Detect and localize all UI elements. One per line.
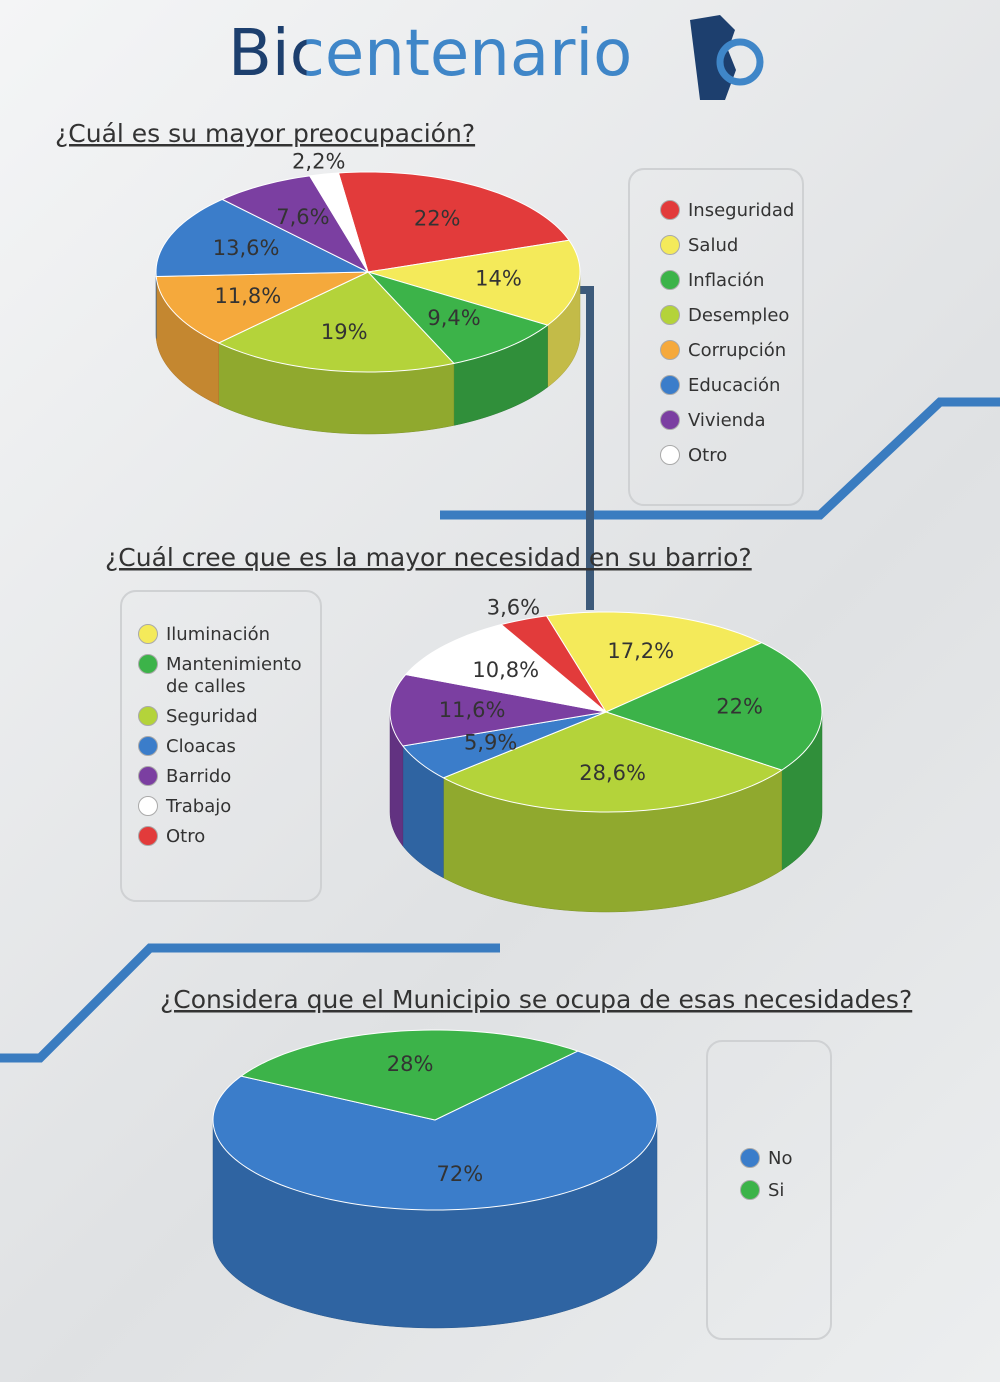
deco-line bbox=[440, 397, 1000, 520]
legend-entry: Trabajo bbox=[138, 796, 320, 818]
pie-slice bbox=[442, 711, 783, 813]
legend-entry: Educación bbox=[660, 375, 802, 397]
legend-entry: Vivienda bbox=[660, 410, 802, 432]
data-label: 19% bbox=[321, 320, 368, 344]
legend-label: Otro bbox=[166, 826, 206, 847]
data-label: 22% bbox=[414, 206, 461, 230]
legend-entry: Corrupción bbox=[660, 340, 802, 362]
legend-swatch bbox=[660, 270, 680, 290]
pie-slice bbox=[500, 615, 607, 713]
pie-slice bbox=[308, 172, 369, 273]
data-label: 28,6% bbox=[579, 761, 646, 785]
legend-entry: Inflación bbox=[660, 270, 802, 292]
legend-entry: Cloacas bbox=[138, 736, 320, 758]
legend: Inseguridad Salud Inflación Desempleo Corrup… bbox=[628, 168, 804, 506]
legend-swatch bbox=[660, 200, 680, 220]
legend-entry: Inseguridad bbox=[660, 200, 802, 222]
pie-slice bbox=[155, 271, 369, 344]
legend-label: Mantenimiento de calles bbox=[166, 654, 302, 697]
connector bbox=[580, 286, 594, 610]
legend: Iluminación Mantenimiento de calles Seguri… bbox=[120, 590, 322, 902]
legend-label: Otro bbox=[688, 445, 728, 466]
legend-entry: Desempleo bbox=[660, 305, 802, 327]
pie-slice bbox=[337, 171, 570, 273]
pie-slice bbox=[545, 611, 763, 713]
pie-slice bbox=[221, 175, 370, 274]
legend-entry: Barrido bbox=[138, 766, 320, 788]
legend-label: Inseguridad bbox=[688, 200, 795, 221]
data-label: 3,6% bbox=[487, 596, 540, 620]
legend-label: Corrupción bbox=[688, 340, 787, 361]
chart-title: ¿Considera que el Municipio se ocupa de … bbox=[160, 985, 912, 1014]
legend-swatch bbox=[740, 1180, 760, 1200]
pie-slice bbox=[389, 673, 607, 747]
legend-label: Iluminación bbox=[166, 624, 271, 645]
pie-slice bbox=[239, 1029, 580, 1121]
legend-swatch bbox=[660, 305, 680, 325]
legend-swatch bbox=[138, 766, 158, 786]
legend-swatch bbox=[660, 410, 680, 430]
legend-label: Inflación bbox=[688, 270, 765, 291]
data-label: 28% bbox=[387, 1052, 434, 1076]
legend-label: Barrido bbox=[166, 766, 232, 787]
data-label: 2,2% bbox=[292, 149, 345, 173]
data-label: 7,6% bbox=[276, 205, 329, 229]
legend-label: Desempleo bbox=[688, 305, 790, 326]
chart-title: ¿Cuál es su mayor preocupación? bbox=[55, 119, 475, 148]
legend-label: Vivienda bbox=[688, 410, 766, 431]
legend-swatch bbox=[660, 235, 680, 255]
data-label: 17,2% bbox=[607, 639, 674, 663]
legend-swatch bbox=[138, 736, 158, 756]
legend-entry: Seguridad bbox=[138, 706, 320, 728]
legend: No Si bbox=[706, 1040, 832, 1340]
deco-line bbox=[0, 943, 500, 1063]
data-label: 14% bbox=[475, 266, 522, 290]
legend-entry: Iluminación bbox=[138, 624, 320, 646]
legend-swatch bbox=[138, 796, 158, 816]
legend-swatch bbox=[660, 340, 680, 360]
logo bbox=[690, 15, 764, 100]
legend-label: Salud bbox=[688, 235, 739, 256]
pie-slice bbox=[404, 623, 608, 713]
legend-entry: Salud bbox=[660, 235, 802, 257]
legend-entry: Si bbox=[740, 1180, 830, 1202]
legend-swatch bbox=[138, 624, 158, 644]
legend-label: Si bbox=[768, 1180, 785, 1201]
legend-swatch bbox=[138, 706, 158, 726]
pie-slice bbox=[604, 642, 823, 771]
legend-swatch bbox=[660, 375, 680, 395]
page-title: Bicentenario bbox=[228, 17, 632, 91]
legend-entry: Mantenimiento de calles bbox=[138, 654, 320, 698]
pie-slice bbox=[212, 1050, 658, 1211]
legend-swatch bbox=[138, 654, 158, 674]
legend-entry: Otro bbox=[138, 826, 320, 848]
legend-label: Trabajo bbox=[166, 796, 232, 817]
legend-entry: No bbox=[740, 1148, 830, 1170]
legend-swatch bbox=[660, 445, 680, 465]
pie-slice bbox=[367, 239, 581, 326]
legend-label: Educación bbox=[688, 375, 781, 396]
pie-slice bbox=[401, 711, 607, 779]
legend-swatch bbox=[138, 826, 158, 846]
legend-label: Cloacas bbox=[166, 736, 236, 757]
pie-slice bbox=[366, 270, 549, 364]
pie-slice bbox=[217, 271, 455, 373]
data-label: 11,8% bbox=[214, 284, 281, 308]
chart-title: ¿Cuál cree que es la mayor necesidad en … bbox=[105, 543, 752, 572]
legend-label: No bbox=[768, 1148, 793, 1169]
data-label: 10,8% bbox=[472, 658, 539, 682]
legend-entry: Otro bbox=[660, 445, 802, 467]
legend-label: Seguridad bbox=[166, 706, 258, 727]
data-label: 72% bbox=[437, 1162, 484, 1186]
pie-slice bbox=[155, 198, 369, 278]
data-label: 9,4% bbox=[427, 306, 480, 330]
data-label: 11,6% bbox=[439, 698, 506, 722]
data-label: 22% bbox=[716, 694, 763, 718]
data-label: 5,9% bbox=[464, 730, 517, 754]
legend-swatch bbox=[740, 1148, 760, 1168]
data-label: 13,6% bbox=[213, 236, 280, 260]
